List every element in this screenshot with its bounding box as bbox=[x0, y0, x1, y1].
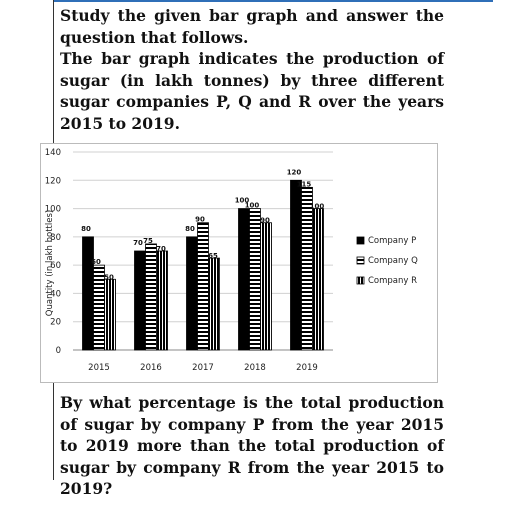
data-label: 70 bbox=[156, 245, 166, 253]
x-tick-label: 2017 bbox=[192, 363, 214, 373]
y-tick-label: 140 bbox=[45, 148, 61, 158]
bar bbox=[145, 243, 157, 351]
y-axis-label: Quantity (in lakh bottles) bbox=[45, 210, 55, 316]
bar bbox=[82, 236, 94, 351]
data-label: 80 bbox=[81, 225, 91, 233]
data-label: 75 bbox=[143, 237, 153, 245]
y-tick-label: 0 bbox=[56, 346, 61, 356]
legend: Company P Company Q Company R bbox=[356, 236, 418, 286]
bar bbox=[186, 236, 198, 351]
data-label: 115 bbox=[297, 180, 312, 188]
legend-swatch bbox=[356, 256, 365, 265]
x-tick-label: 2019 bbox=[296, 363, 318, 373]
bar bbox=[260, 222, 272, 351]
bar bbox=[93, 264, 105, 351]
data-label: 50 bbox=[104, 273, 114, 281]
intro-text: Study the given bar graph and answer the… bbox=[60, 5, 444, 134]
data-label: 120 bbox=[287, 168, 302, 176]
legend-swatch bbox=[356, 236, 365, 245]
data-label: 60 bbox=[91, 258, 101, 266]
bar bbox=[156, 250, 168, 351]
x-tick-labels: 2015 2016 2017 2018 2019 bbox=[88, 363, 318, 373]
data-label: 100 bbox=[245, 202, 260, 210]
bar bbox=[238, 208, 250, 351]
legend-label: Company Q bbox=[368, 256, 418, 266]
bar bbox=[290, 179, 302, 351]
y-tick-label: 60 bbox=[50, 261, 61, 271]
y-tick-label: 120 bbox=[45, 176, 61, 186]
data-label: 100 bbox=[310, 203, 325, 211]
y-tick-labels: 0 20 40 60 80 100 120 140 bbox=[45, 148, 61, 356]
data-label: 65 bbox=[208, 252, 218, 260]
bar bbox=[312, 208, 324, 351]
bar bbox=[301, 186, 313, 351]
bar bbox=[104, 278, 116, 351]
legend-label: Company R bbox=[368, 276, 417, 286]
data-label: 80 bbox=[185, 225, 195, 233]
x-tick-label: 2015 bbox=[88, 363, 110, 373]
top-rule bbox=[53, 0, 493, 2]
intro-line-2: The bar graph indicates the production o… bbox=[60, 49, 444, 133]
x-tick-label: 2016 bbox=[140, 363, 162, 373]
question-text: By what percentage is the total producti… bbox=[60, 393, 444, 498]
bar bbox=[208, 257, 220, 351]
data-label: 90 bbox=[260, 217, 270, 225]
y-tick-label: 80 bbox=[50, 233, 61, 243]
bar bbox=[134, 250, 146, 351]
x-tick-label: 2018 bbox=[244, 363, 266, 373]
data-label: 90 bbox=[195, 216, 205, 224]
bar bbox=[249, 208, 261, 351]
legend-label: Company P bbox=[368, 236, 416, 246]
data-label: 70 bbox=[133, 239, 143, 247]
y-tick-label: 40 bbox=[50, 289, 61, 299]
bar bbox=[197, 222, 209, 351]
intro-line-1: Study the given bar graph and answer the… bbox=[60, 6, 444, 47]
y-tick-label: 20 bbox=[50, 318, 61, 328]
y-tick-label: 100 bbox=[45, 205, 61, 215]
bar-chart: 0 20 40 60 80 100 120 140 80 60 50 70 75 70 80 90 65 100… bbox=[40, 143, 438, 383]
legend-swatch bbox=[356, 276, 365, 285]
data-label: 100 bbox=[235, 197, 250, 205]
